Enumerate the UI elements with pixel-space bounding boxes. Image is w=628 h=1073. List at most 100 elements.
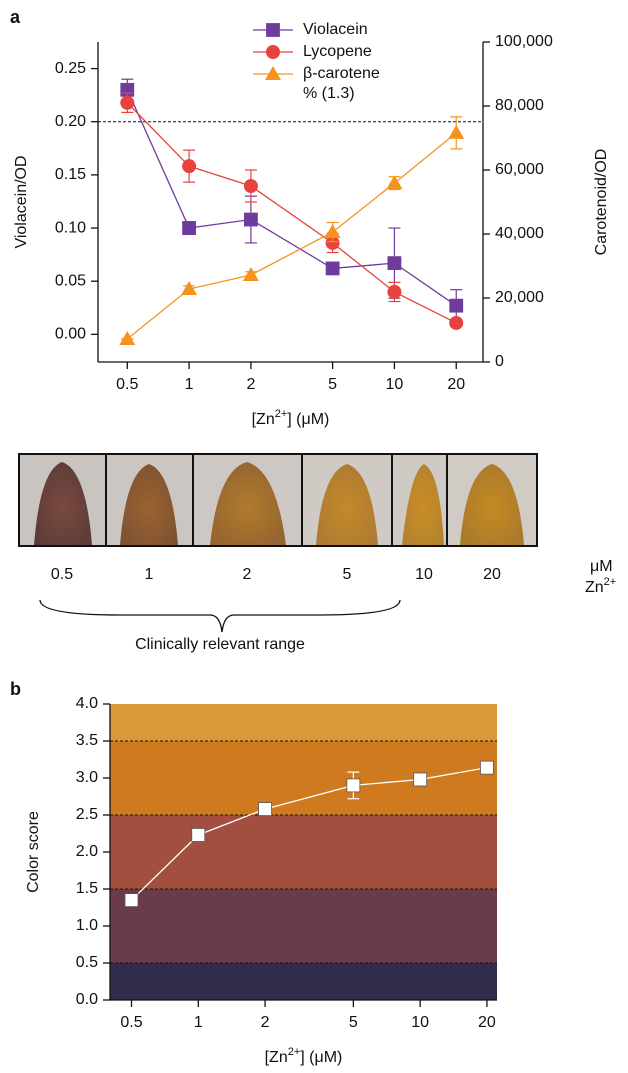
y-tick-label: 0.0: [76, 991, 98, 1008]
tube-photo: [393, 455, 446, 545]
y2-tick-label: 20,000: [495, 289, 544, 306]
marker: [243, 179, 258, 193]
marker: [181, 281, 198, 296]
y-axis-label: Color score: [25, 811, 42, 893]
bracket-label: Clinically relevant range: [135, 636, 305, 653]
x-tick-label: 2: [246, 376, 255, 393]
tube-photo: [20, 455, 105, 545]
x-axis-label: [Zn2+] (μM): [252, 408, 330, 428]
marker: [266, 23, 280, 37]
y-tick-label: 0.20: [55, 113, 86, 130]
marker: [449, 315, 464, 330]
y-tick-label: 0.25: [55, 60, 86, 77]
marker: [258, 802, 272, 816]
y-axis-label: Violacein/OD: [13, 155, 30, 248]
x-tick-label: 5: [328, 376, 337, 393]
marker: [480, 760, 494, 775]
tube-photo: [194, 455, 301, 545]
marker: [387, 284, 402, 299]
marker: [449, 298, 464, 313]
color-band: [110, 704, 497, 741]
panel-label: b: [10, 679, 21, 699]
y-tick-label: 2.5: [76, 806, 98, 823]
x-label-part: [Zn: [265, 1049, 288, 1066]
series-line: [126, 89, 457, 307]
x-label-part: [Zn: [252, 411, 275, 428]
y-tick-label: 0.5: [76, 954, 98, 971]
marker: [325, 235, 340, 250]
marker: [244, 212, 258, 227]
marker: [120, 95, 135, 110]
x-tick-label: 0.5: [116, 376, 138, 393]
marker: [182, 159, 197, 174]
marker: [266, 45, 280, 59]
tube-photo: [303, 455, 391, 545]
y-tick-label: 0.15: [55, 166, 86, 183]
y-tick-label: 0.05: [55, 272, 86, 289]
x-tick-label: 5: [349, 1014, 358, 1031]
marker: [119, 330, 136, 345]
marker: [413, 772, 428, 787]
marker: [124, 893, 139, 907]
color-band: [110, 741, 497, 815]
y-tick-label: 3.5: [76, 732, 98, 749]
marker: [191, 828, 206, 842]
x-tick-label: 1: [185, 376, 194, 393]
unit-label: μM: [590, 558, 613, 575]
legend-label: β-carotene: [303, 65, 380, 82]
y-tick-label: 1.5: [76, 880, 98, 897]
tube-label: 10: [415, 566, 433, 583]
marker: [324, 224, 341, 239]
marker: [386, 175, 403, 190]
y-tick-label: 0.00: [55, 326, 86, 343]
x-label-part: 2+: [288, 1046, 301, 1058]
tube-label: 1: [145, 566, 154, 583]
y-tick-label: 1.0: [76, 917, 98, 934]
annotation: % (1.3): [303, 85, 355, 102]
marker: [325, 261, 340, 276]
color-band: [110, 889, 497, 963]
x-tick-label: 2: [261, 1014, 270, 1031]
marker: [242, 266, 259, 281]
tube-photo: [448, 455, 536, 545]
x-label-part: 2+: [275, 408, 288, 420]
x-label-part: ] (μM): [287, 411, 329, 428]
legend-label: Violacein: [303, 21, 368, 38]
y-tick-label: 4.0: [76, 695, 98, 712]
tube-label: 20: [483, 566, 501, 583]
y2-tick-label: 60,000: [495, 161, 544, 178]
tube-label: 2: [243, 566, 252, 583]
series-line: [126, 132, 457, 340]
color-band: [110, 815, 497, 889]
y-tick-label: 0.10: [55, 219, 86, 236]
color-band: [110, 963, 497, 1000]
x-tick-label: 20: [478, 1014, 496, 1031]
tube-label: 0.5: [51, 566, 73, 583]
tube-strip: Clinically relevant range μM Zn2+: [18, 453, 616, 653]
marker: [182, 221, 197, 235]
tube-photo: [107, 455, 192, 545]
y2-tick-label: 0: [495, 353, 504, 370]
legend-label: Lycopene: [303, 43, 372, 60]
series-line: [131, 766, 488, 901]
series-line: [126, 102, 457, 324]
y2-tick-label: 40,000: [495, 225, 544, 242]
y2-tick-label: 80,000: [495, 97, 544, 114]
bracket: [39, 599, 401, 633]
panel-label: a: [10, 7, 21, 27]
x-tick-label: 20: [447, 376, 465, 393]
y2-tick-label: 100,000: [495, 33, 553, 50]
tube-label: 5: [343, 566, 352, 583]
x-label-part: ] (μM): [300, 1049, 342, 1066]
marker: [387, 256, 402, 271]
x-tick-label: 10: [386, 376, 404, 393]
ion-base: Zn: [585, 579, 604, 596]
ion-label: Zn2+: [585, 576, 616, 596]
y2-axis-label: Carotenoid/OD: [593, 149, 610, 256]
marker: [448, 124, 465, 139]
x-tick-label: 10: [411, 1014, 429, 1031]
x-axis-label: [Zn2+] (μM): [265, 1046, 343, 1066]
x-tick-label: 0.5: [120, 1014, 142, 1031]
ion-sup: 2+: [604, 576, 617, 588]
